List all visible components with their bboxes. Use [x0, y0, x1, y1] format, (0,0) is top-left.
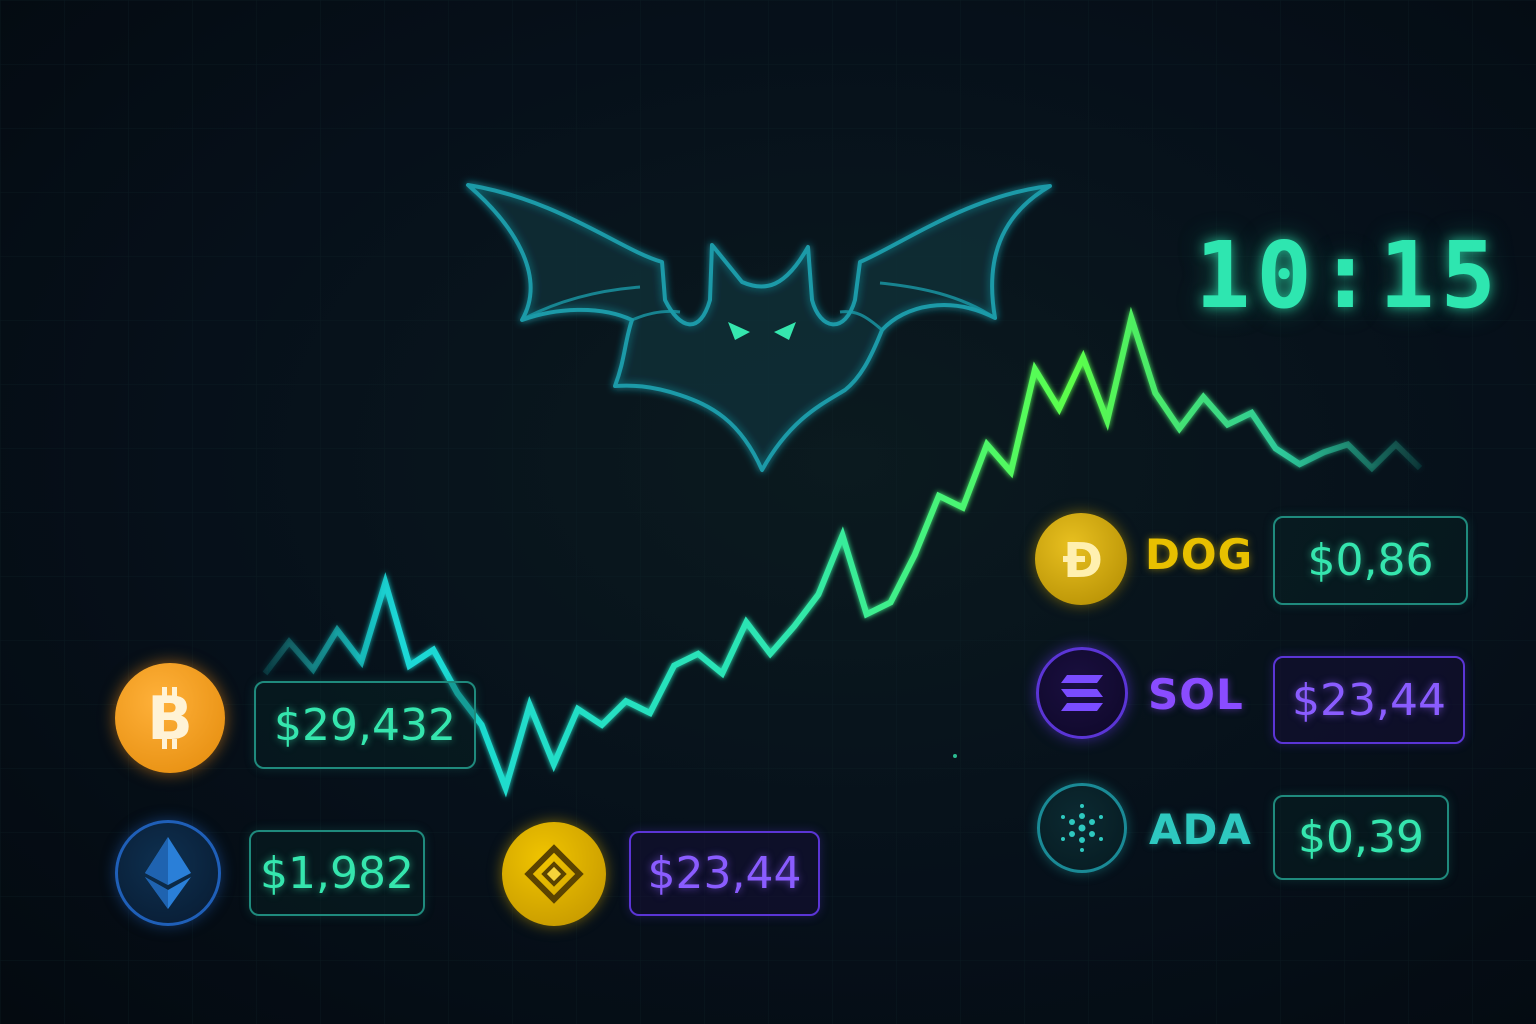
bnb-icon[interactable]	[502, 822, 606, 926]
bitcoin-icon[interactable]: B	[115, 663, 225, 773]
doge-ticker: DOG	[1145, 530, 1254, 579]
btc-price: $29,432	[254, 681, 476, 769]
dogecoin-icon[interactable]: D	[1035, 513, 1127, 605]
price-line	[262, 306, 1423, 798]
cardano-icon[interactable]	[1037, 783, 1127, 873]
ethereum-icon[interactable]	[115, 820, 221, 926]
doge-price: $0,86	[1273, 516, 1468, 605]
svg-text:B: B	[147, 684, 193, 753]
solana-icon[interactable]	[1036, 647, 1128, 739]
sol-price: $23,44	[1273, 656, 1465, 744]
ada-ticker: ADA	[1149, 805, 1252, 854]
clock-display: 10:15	[1195, 222, 1502, 329]
bnb-price: $23,44	[629, 831, 820, 916]
ada-price: $0,39	[1273, 795, 1449, 880]
sol-ticker: SOL	[1148, 670, 1244, 719]
eth-price: $1,982	[249, 830, 425, 916]
